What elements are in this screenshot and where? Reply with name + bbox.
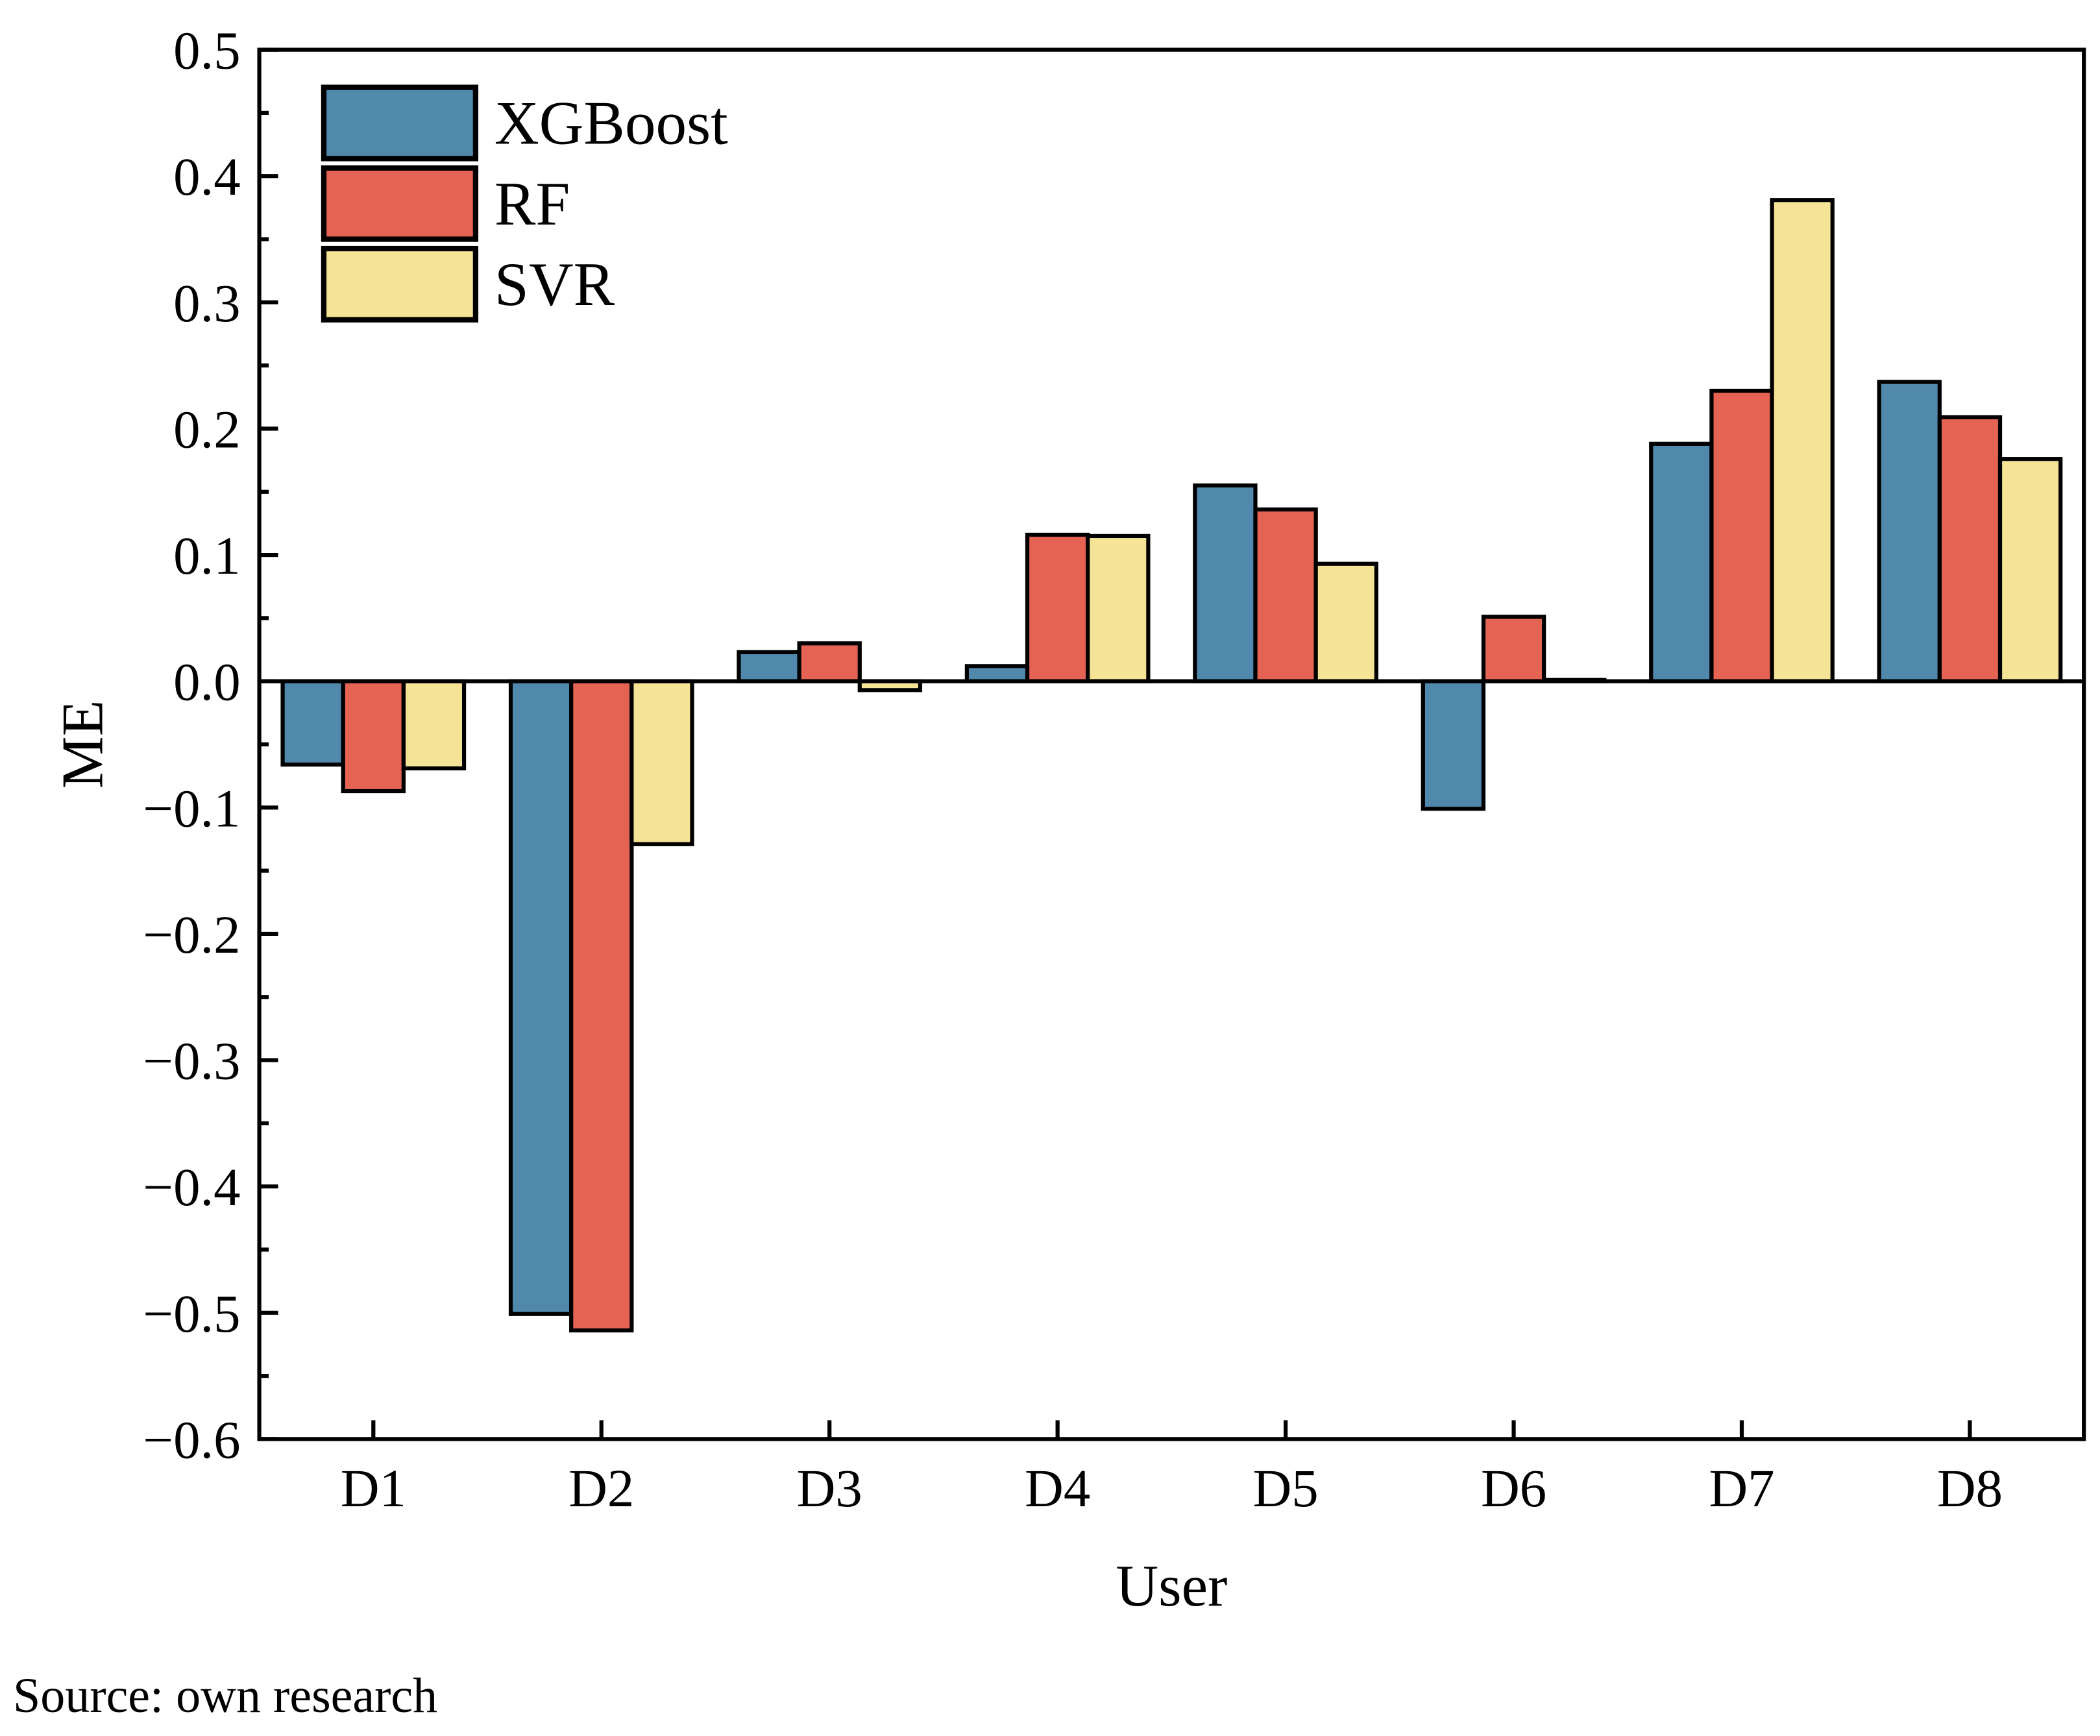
bar-xgboost-d4 xyxy=(964,664,1030,683)
legend: XGBoost RF SVR xyxy=(321,84,728,323)
legend-label-xgboost: XGBoost xyxy=(494,89,728,158)
legend-label-svr: SVR xyxy=(494,250,615,319)
x-tick-label: D7 xyxy=(1709,1458,1774,1518)
bar-rf-d1 xyxy=(341,679,406,794)
bar-xgboost-d8 xyxy=(1877,380,1942,683)
bar-xgboost-d6 xyxy=(1421,679,1486,811)
legend-label-rf: RF xyxy=(494,169,570,238)
bar-svr-d5 xyxy=(1313,561,1378,683)
bar-xgboost-d3 xyxy=(737,650,801,683)
y-axis-label: ME xyxy=(49,700,115,789)
y-tick-label: 0.5 xyxy=(173,21,240,80)
y-tick-label: 0.0 xyxy=(173,652,240,712)
bar-rf-d4 xyxy=(1025,532,1090,683)
bar-rf-d3 xyxy=(797,641,862,683)
legend-swatch-svr xyxy=(321,245,479,323)
y-tick-label: −0.1 xyxy=(143,778,240,838)
y-tick-label: 0.1 xyxy=(173,526,240,585)
bar-svr-d7 xyxy=(1770,198,1835,683)
bar-xgboost-d2 xyxy=(508,679,574,1316)
bar-svr-d8 xyxy=(1997,457,2063,683)
bar-svr-d4 xyxy=(1086,533,1151,683)
x-tick-label: D3 xyxy=(797,1458,862,1518)
x-tick-label: D4 xyxy=(1025,1458,1090,1518)
y-tick-label: −0.6 xyxy=(143,1410,240,1469)
y-tick-label: −0.4 xyxy=(143,1157,240,1217)
y-tick-label: −0.3 xyxy=(143,1031,240,1091)
y-tick-label: −0.5 xyxy=(143,1284,240,1343)
bar-svr-d2 xyxy=(629,679,694,846)
axes-layer: D1 D2 D3 D4 D5 D6 D7 D8 −0.6 −0.5 −0.4 −0.3 −0.2 −0.1… xyxy=(143,21,2003,1518)
x-tick-label: D6 xyxy=(1481,1458,1546,1518)
bars-layer xyxy=(280,198,2063,1333)
bar-rf-d8 xyxy=(1937,415,2003,683)
y-tick-label: 0.2 xyxy=(173,399,240,459)
y-tick-label: 0.4 xyxy=(173,147,240,206)
bar-svr-d1 xyxy=(401,679,467,771)
x-tick-label: D2 xyxy=(568,1458,634,1518)
bar-xgboost-d7 xyxy=(1649,441,1714,683)
bar-rf-d2 xyxy=(569,679,634,1333)
x-axis-label: User xyxy=(1116,1553,1227,1619)
bar-rf-d6 xyxy=(1481,615,1546,683)
legend-swatch-xgboost xyxy=(321,84,479,162)
y-tick-label: 0.3 xyxy=(173,273,240,333)
bar-xgboost-d1 xyxy=(280,679,345,767)
bar-rf-d5 xyxy=(1253,507,1318,683)
x-tick-label: D1 xyxy=(341,1458,406,1518)
x-tick-label: D5 xyxy=(1252,1458,1318,1518)
legend-swatch-rf xyxy=(321,165,479,242)
y-tick-label: −0.2 xyxy=(143,905,240,964)
x-tick-label: D8 xyxy=(1937,1458,2003,1518)
bar-xgboost-d5 xyxy=(1193,483,1258,683)
bar-rf-d7 xyxy=(1709,388,1774,683)
source-caption: Source: own research xyxy=(13,1669,438,1723)
